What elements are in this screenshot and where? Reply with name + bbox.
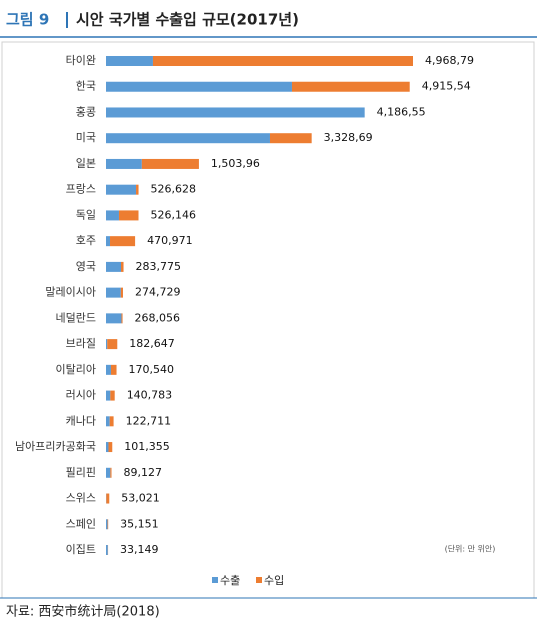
total-label: 35,151 <box>120 517 159 530</box>
bar-segment <box>108 442 113 453</box>
bar-segment <box>106 416 110 427</box>
total-label: 4,186,55 <box>377 105 426 118</box>
bar-segment <box>118 210 139 221</box>
category-label: 러시아 <box>66 389 96 402</box>
category-label: 이집트 <box>66 543 96 556</box>
category-label: 독일 <box>76 207 96 221</box>
bar-segment <box>106 184 137 195</box>
bar-segment <box>106 133 270 144</box>
bar-segment <box>110 467 112 478</box>
bar-segment <box>106 236 111 247</box>
total-label: 470,971 <box>147 234 193 247</box>
legend-swatch <box>256 577 262 583</box>
category-label: 스위스 <box>66 492 96 505</box>
total-label: 3,328,69 <box>324 131 373 144</box>
bar-segment <box>106 287 121 298</box>
category-label: 프랑스 <box>66 183 96 196</box>
total-label: 122,711 <box>126 414 172 427</box>
bar-segment <box>106 364 111 375</box>
category-label: 한국 <box>76 80 96 93</box>
total-label: 53,021 <box>121 492 160 505</box>
category-label: 호주 <box>76 234 96 247</box>
category-label: 필리핀 <box>66 466 96 479</box>
category-label: 네덜란드 <box>56 311 96 324</box>
bar-segment <box>291 81 410 92</box>
bar-segment <box>106 493 110 504</box>
bar-segment <box>110 364 117 375</box>
total-label: 33,149 <box>120 543 158 556</box>
bar-segment <box>136 184 139 195</box>
total-label: 526,628 <box>151 183 197 196</box>
bar-segment <box>106 545 108 555</box>
category-label: 캐나다 <box>66 414 96 427</box>
bar-segment <box>106 158 142 169</box>
bar-segment <box>107 519 109 530</box>
total-label: 268,056 <box>135 311 181 324</box>
bar-segment <box>121 261 124 272</box>
category-label: 영국 <box>76 260 96 273</box>
legend-label: 수입 <box>264 574 284 587</box>
bar-segment <box>110 236 136 247</box>
bar-segment <box>120 287 123 298</box>
category-label: 스페인 <box>66 517 96 530</box>
total-label: 170,540 <box>129 363 175 376</box>
category-label: 이탈리아 <box>56 363 96 376</box>
total-label: 283,775 <box>136 260 182 273</box>
total-label: 526,146 <box>151 208 197 221</box>
category-label: 타이완 <box>66 54 96 67</box>
category-label: 일본 <box>76 156 96 170</box>
bar-segment <box>106 339 108 350</box>
category-label: 미국 <box>76 131 96 144</box>
total-label: 140,783 <box>127 389 172 402</box>
total-label: 4,915,54 <box>422 80 471 93</box>
category-label: 홍콩 <box>76 104 96 118</box>
bar-segment <box>106 467 111 478</box>
chart-title: 시안 국가별 수출입 규모(2017년) <box>76 11 299 29</box>
bar-segment <box>106 390 111 401</box>
total-label: 101,355 <box>124 440 170 453</box>
total-label: 274,729 <box>135 286 181 299</box>
bar-segment <box>106 81 292 92</box>
bar-segment <box>106 210 119 221</box>
figure-label: 그림 9 <box>6 11 49 29</box>
total-label: 1,503,96 <box>211 157 260 170</box>
bar-segment <box>106 519 108 530</box>
bar-segment <box>269 133 312 144</box>
bar-segment <box>106 107 365 118</box>
category-label: 말레이시아 <box>45 286 96 299</box>
bar-segment <box>106 313 122 324</box>
bar-segment <box>106 261 122 272</box>
bar-segment <box>109 416 114 427</box>
bar-segment <box>106 56 153 66</box>
category-label: 브라질 <box>66 337 96 350</box>
unit-note: (단위: 만 위안) <box>445 544 496 554</box>
legend-swatch <box>212 577 218 583</box>
bar-segment <box>121 313 123 324</box>
legend-label: 수출 <box>220 574 240 587</box>
bar-segment <box>110 390 115 401</box>
bar-segment <box>141 158 199 169</box>
bar-segment <box>107 339 118 350</box>
total-label: 4,968,79 <box>425 54 474 67</box>
total-label: 182,647 <box>129 337 175 350</box>
source: 자료: 西安市统计局(2018) <box>6 604 160 620</box>
bar-segment <box>106 442 109 453</box>
bar-segment <box>152 56 414 66</box>
total-label: 89,127 <box>124 466 163 479</box>
category-label: 남아프리카공화국 <box>15 440 96 453</box>
